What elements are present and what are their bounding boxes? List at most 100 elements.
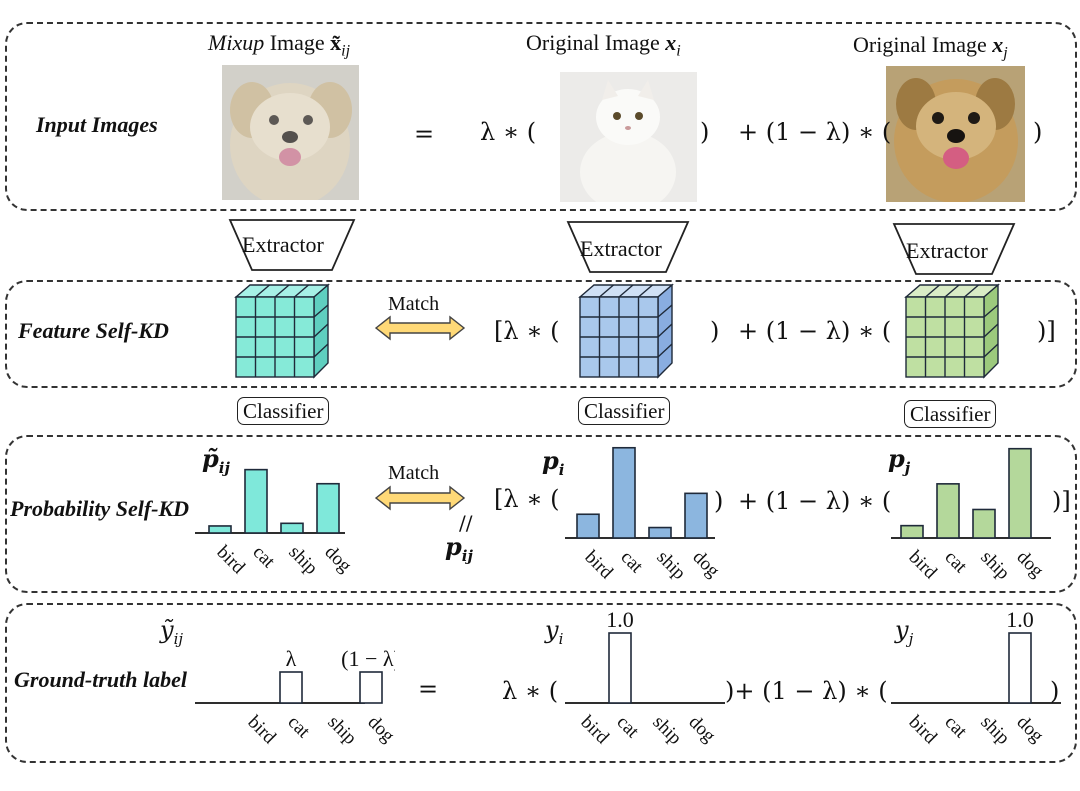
tick-label-cat: cat bbox=[612, 712, 643, 743]
bar-dog bbox=[1008, 447, 1032, 539]
match-label-feature: Match bbox=[388, 293, 440, 315]
one-minus-lambda-probability: + (1 − λ) ∗ ( bbox=[738, 487, 892, 515]
close-paren-probability-i: ) bbox=[714, 487, 724, 515]
extractor-shape-j bbox=[892, 223, 1016, 275]
close-paren-label-i: ) bbox=[725, 677, 735, 705]
label-chart-mixup: bird λ cat ship (1 − λ) dog bbox=[195, 646, 395, 749]
parallel-sign: // bbox=[459, 511, 473, 535]
symbol-p-j: pj bbox=[888, 444, 910, 477]
symbol-p-j-letter: p bbox=[888, 444, 905, 473]
data-label-dog: 1.0 bbox=[1006, 608, 1034, 632]
tick-label-cat: cat bbox=[940, 547, 971, 578]
one-minus-lambda-label: )+ (1 − λ) ∗ ( bbox=[725, 677, 888, 705]
equals-sign-label: = bbox=[418, 675, 439, 703]
ground-truth-panel bbox=[5, 603, 1077, 763]
caption-original-j-symbol: x bbox=[992, 32, 1004, 57]
close-paren-input-j: ) bbox=[1033, 118, 1043, 146]
symbol-y-j: yj bbox=[895, 616, 913, 648]
one-minus-lambda-input: + (1 − λ) ∗ ( bbox=[738, 118, 892, 146]
symbol-y-tilde: ỹ bbox=[160, 616, 174, 644]
bar-ship bbox=[972, 508, 996, 539]
bar-cat bbox=[279, 671, 303, 704]
extractor-shape-mixup bbox=[228, 219, 356, 271]
symbol-p-j-sub: j bbox=[904, 458, 911, 477]
feature-cube-i bbox=[578, 283, 674, 379]
symbol-y-j-sub: j bbox=[908, 629, 914, 648]
symbol-y-i-sub: i bbox=[558, 629, 564, 648]
tick-label-dog: dog bbox=[688, 547, 723, 582]
tick-label-dog: dog bbox=[363, 712, 395, 747]
symbol-p-tilde-sub: ij bbox=[218, 458, 230, 477]
tick-label-bird: bird bbox=[904, 712, 941, 749]
caption-mixup-sub: ij bbox=[341, 42, 351, 60]
tick-label-dog: dog bbox=[1012, 547, 1047, 582]
equals-sign-input: = bbox=[414, 120, 435, 148]
data-label-cat: λ bbox=[286, 646, 297, 671]
tick-label-bird: bird bbox=[212, 542, 249, 579]
extractor-label-i: Extractor bbox=[580, 236, 662, 261]
data-label-dog: (1 − λ) bbox=[341, 646, 395, 671]
symbol-p-i-letter: p bbox=[542, 446, 559, 475]
tick-label-bird: bird bbox=[580, 547, 617, 584]
data-label-cat: 1.0 bbox=[606, 608, 634, 632]
caption-original-i-text: Original Image bbox=[526, 30, 666, 55]
tick-label-dog: dog bbox=[1012, 712, 1047, 747]
tick-label-ship: ship bbox=[284, 542, 321, 579]
bar-ship bbox=[280, 522, 304, 534]
close-paren-label-j: ) bbox=[1050, 677, 1060, 705]
close-paren-feature-i: ) bbox=[710, 317, 720, 345]
symbol-y-i: yi bbox=[545, 616, 563, 648]
bracket-lambda-probability: [λ ∗ ( bbox=[494, 485, 560, 513]
bar-cat bbox=[244, 468, 268, 534]
bar-dog bbox=[359, 671, 383, 704]
tick-label-ship: ship bbox=[323, 712, 360, 749]
symbol-y-i-letter: y bbox=[545, 616, 559, 644]
bracket-lambda-feature: [λ ∗ ( bbox=[494, 317, 560, 345]
lambda-open-label: λ ∗ ( bbox=[502, 677, 559, 705]
caption-original-j: Original Image xj bbox=[853, 32, 1008, 62]
tick-label-cat: cat bbox=[616, 547, 647, 578]
bar-bird bbox=[900, 524, 924, 539]
label-chart-j: bird cat ship 1.0 dog bbox=[891, 608, 1061, 749]
feature-self-kd-panel bbox=[5, 280, 1077, 388]
bar-bird bbox=[576, 513, 600, 539]
feature-cube-mixup bbox=[234, 283, 330, 379]
bar-dog bbox=[316, 482, 340, 534]
row-label-input-images: Input Images bbox=[36, 112, 158, 137]
caption-original-i-symbol: x bbox=[665, 30, 677, 55]
caption-original-i-sub: i bbox=[676, 42, 681, 60]
tick-label-ship: ship bbox=[652, 547, 689, 584]
double-arrow-feature-icon bbox=[374, 315, 466, 341]
symbol-y-tilde-sub: ij bbox=[173, 629, 184, 648]
bar-cat bbox=[608, 632, 632, 704]
one-minus-lambda-feature: + (1 − λ) ∗ ( bbox=[738, 317, 892, 345]
match-label-probability: Match bbox=[388, 462, 440, 484]
lambda-open-input: λ ∗ ( bbox=[480, 118, 537, 146]
bracket-close-feature: )] bbox=[1037, 317, 1056, 345]
symbol-p-ij-letter: p bbox=[445, 532, 462, 561]
tick-label-cat: cat bbox=[283, 712, 314, 743]
extractor-shape-i bbox=[566, 221, 690, 273]
bar-dog bbox=[684, 492, 708, 539]
symbol-p-i-sub: i bbox=[558, 460, 565, 479]
bar-cat bbox=[936, 483, 960, 539]
tick-label-dog: dog bbox=[320, 542, 355, 577]
bar-ship bbox=[648, 526, 672, 539]
tick-label-cat: cat bbox=[940, 712, 971, 743]
symbol-p-ij: pij bbox=[445, 532, 473, 565]
caption-original-i: Original Image xi bbox=[526, 30, 681, 60]
tick-label-ship: ship bbox=[976, 547, 1013, 584]
classifier-mixup: Classifier bbox=[237, 397, 330, 425]
tick-label-bird: bird bbox=[243, 712, 280, 749]
bar-cat bbox=[612, 446, 636, 539]
classifier-j: Classifier bbox=[904, 400, 997, 428]
row-label-probability-self-kd: Probability Self-KD bbox=[10, 496, 190, 521]
caption-mixup-symbol: x̃ bbox=[330, 30, 342, 55]
tick-label-ship: ship bbox=[648, 712, 685, 749]
row-label-feature-self-kd: Feature Self-KD bbox=[18, 318, 169, 343]
classifier-i: Classifier bbox=[578, 397, 671, 425]
tick-label-ship: ship bbox=[976, 712, 1013, 749]
